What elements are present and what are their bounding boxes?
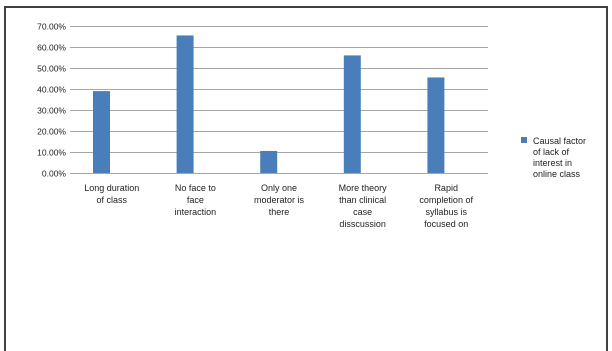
bar xyxy=(176,35,194,174)
x-category-label-line: interaction xyxy=(175,207,217,217)
x-category-label-line: Long duration xyxy=(84,183,139,193)
legend-label: Causal factor of lack of interest in online… xyxy=(533,136,586,179)
y-tick-label: 50.00% xyxy=(37,64,66,74)
y-axis-tick-labels: 0.00% 10.00% 20.00% 30.00% 40.00% 50.00% 60.00… xyxy=(37,22,66,179)
gridlines xyxy=(70,26,488,174)
legend-label-line: online class xyxy=(533,169,581,179)
x-category-label-line: disscussion xyxy=(339,219,386,229)
y-tick-label: 20.00% xyxy=(37,127,66,137)
x-axis-category-labels: Long duration of class No face to face inter… xyxy=(84,183,473,229)
x-category-label-line: moderator is xyxy=(254,195,305,205)
legend-label-line: interest in xyxy=(533,158,572,168)
bar xyxy=(260,150,278,173)
y-tick-label: 0.00% xyxy=(42,169,67,179)
legend-swatch xyxy=(521,137,527,143)
y-tick-label: 70.00% xyxy=(37,22,66,32)
legend-label-line: of lack of xyxy=(533,147,570,157)
x-category-label-line: syllabus is xyxy=(425,207,467,217)
bar xyxy=(93,91,110,173)
y-tick-label: 40.00% xyxy=(37,85,66,95)
x-category-label-line: case xyxy=(353,207,372,217)
legend: Causal factor of lack of interest in online… xyxy=(521,136,586,179)
bar xyxy=(343,55,361,173)
x-category-label: Rapid completion of syllabus is focused on xyxy=(419,183,473,229)
bars xyxy=(93,35,445,174)
x-category-label-line: face xyxy=(187,195,204,205)
x-category-label-line: than clinical xyxy=(339,195,386,205)
x-category-label-line: completion of xyxy=(419,195,473,205)
x-category-label-line: Only one xyxy=(261,183,297,193)
chart-frame xyxy=(4,6,608,351)
legend-label-line: Causal factor xyxy=(533,136,586,146)
x-category-label: More theory than clinical case disscussion xyxy=(339,183,388,229)
x-category-label-line: No face to xyxy=(175,183,216,193)
x-category-label: Long duration of class xyxy=(84,183,139,205)
x-category-label-line: Rapid xyxy=(434,183,458,193)
x-category-label-line: More theory xyxy=(339,183,388,193)
y-tick-label: 30.00% xyxy=(37,106,66,116)
x-category-label: Only one moderator is there xyxy=(254,183,305,217)
y-tick-label: 10.00% xyxy=(37,148,66,158)
x-category-label: No face to face interaction xyxy=(175,183,217,217)
x-category-label-line: focused on xyxy=(424,219,468,229)
bar xyxy=(427,77,445,173)
x-category-label-line: of class xyxy=(97,195,128,205)
y-tick-label: 60.00% xyxy=(37,43,66,53)
x-category-label-line: there xyxy=(269,207,290,217)
